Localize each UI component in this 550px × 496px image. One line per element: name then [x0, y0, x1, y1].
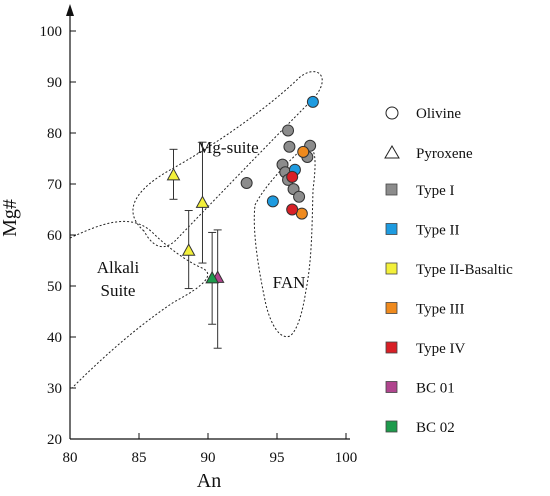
legend: Olivine Pyroxene Type I Type II Type II-Ba…: [384, 106, 513, 436]
legend-type-label: BC 02: [416, 420, 455, 436]
y-tick-label: 40: [47, 330, 62, 346]
x-tick-label: 95: [270, 450, 285, 466]
data-point-circle: [293, 190, 306, 203]
alkali-suite-boundary: [69, 220, 209, 389]
region-label-alkali-line1: Alkali: [97, 258, 140, 277]
legend-swatch: [385, 262, 398, 275]
legend-swatch: [385, 302, 398, 314]
y-tick-label: 30: [47, 381, 62, 397]
data-point-triangle: [166, 167, 181, 181]
legend-type-label: Type II-Basaltic: [416, 262, 513, 278]
data-point-circle: [282, 124, 295, 137]
y-tick-label: 60: [47, 228, 62, 244]
data-point-circle: [306, 95, 319, 108]
data-point-circle: [297, 145, 310, 158]
y-axis-arrow: [66, 4, 74, 16]
y-tick-label: 70: [47, 177, 62, 193]
data-point-triangle: [195, 195, 210, 208]
legend-olivine-marker: [385, 106, 399, 120]
legend-swatch: [385, 381, 398, 393]
mg-suite-boundary: [132, 71, 323, 247]
data-point-triangle: [205, 270, 219, 284]
legend-swatch: [385, 183, 398, 196]
legend-swatch: [385, 420, 398, 433]
y-axis-label: Mg#: [0, 199, 21, 237]
legend-olivine-label: Olivine: [416, 106, 461, 122]
legend-type-label: BC 01: [416, 381, 455, 397]
x-axis-label: An: [197, 470, 221, 492]
data-point-triangle: [181, 243, 196, 256]
region-label-mg-suite: Mg-suite: [197, 138, 258, 157]
data-point-circle: [286, 170, 299, 183]
legend-type-label: Type IV: [416, 341, 466, 357]
data-point-circle: [266, 195, 279, 208]
legend-type-label: Type II: [416, 223, 460, 239]
data-point-circle: [286, 203, 299, 216]
y-tick-label: 20: [47, 432, 62, 448]
y-tick-label: 90: [47, 75, 62, 91]
x-tick-label: 90: [201, 450, 216, 466]
x-tick-label: 85: [132, 450, 147, 466]
y-tick-label: 50: [47, 279, 62, 295]
legend-pyroxene-label: Pyroxene: [416, 146, 473, 162]
x-tick-label: 100: [335, 450, 358, 466]
region-label-fan: FAN: [273, 273, 306, 292]
legend-pyroxene-marker: [384, 145, 400, 159]
y-tick-label: 80: [47, 126, 62, 142]
legend-swatch: [385, 341, 398, 354]
legend-type-label: Type III: [416, 302, 465, 318]
data-points: [166, 95, 319, 284]
error-bars: [169, 141, 222, 349]
y-axis-ticks: 20 30 40 50 60 70 80 90 100: [40, 24, 76, 448]
y-tick-label: 100: [40, 24, 63, 40]
region-label-alkali-line2: Suite: [101, 281, 136, 300]
legend-type-label: Type I: [416, 183, 455, 199]
x-tick-label: 80: [63, 450, 78, 466]
data-point-circle: [240, 176, 253, 189]
data-point-circle: [283, 140, 296, 153]
x-axis-ticks: 80 85 90 95 100: [63, 433, 358, 466]
legend-swatch: [385, 223, 398, 235]
